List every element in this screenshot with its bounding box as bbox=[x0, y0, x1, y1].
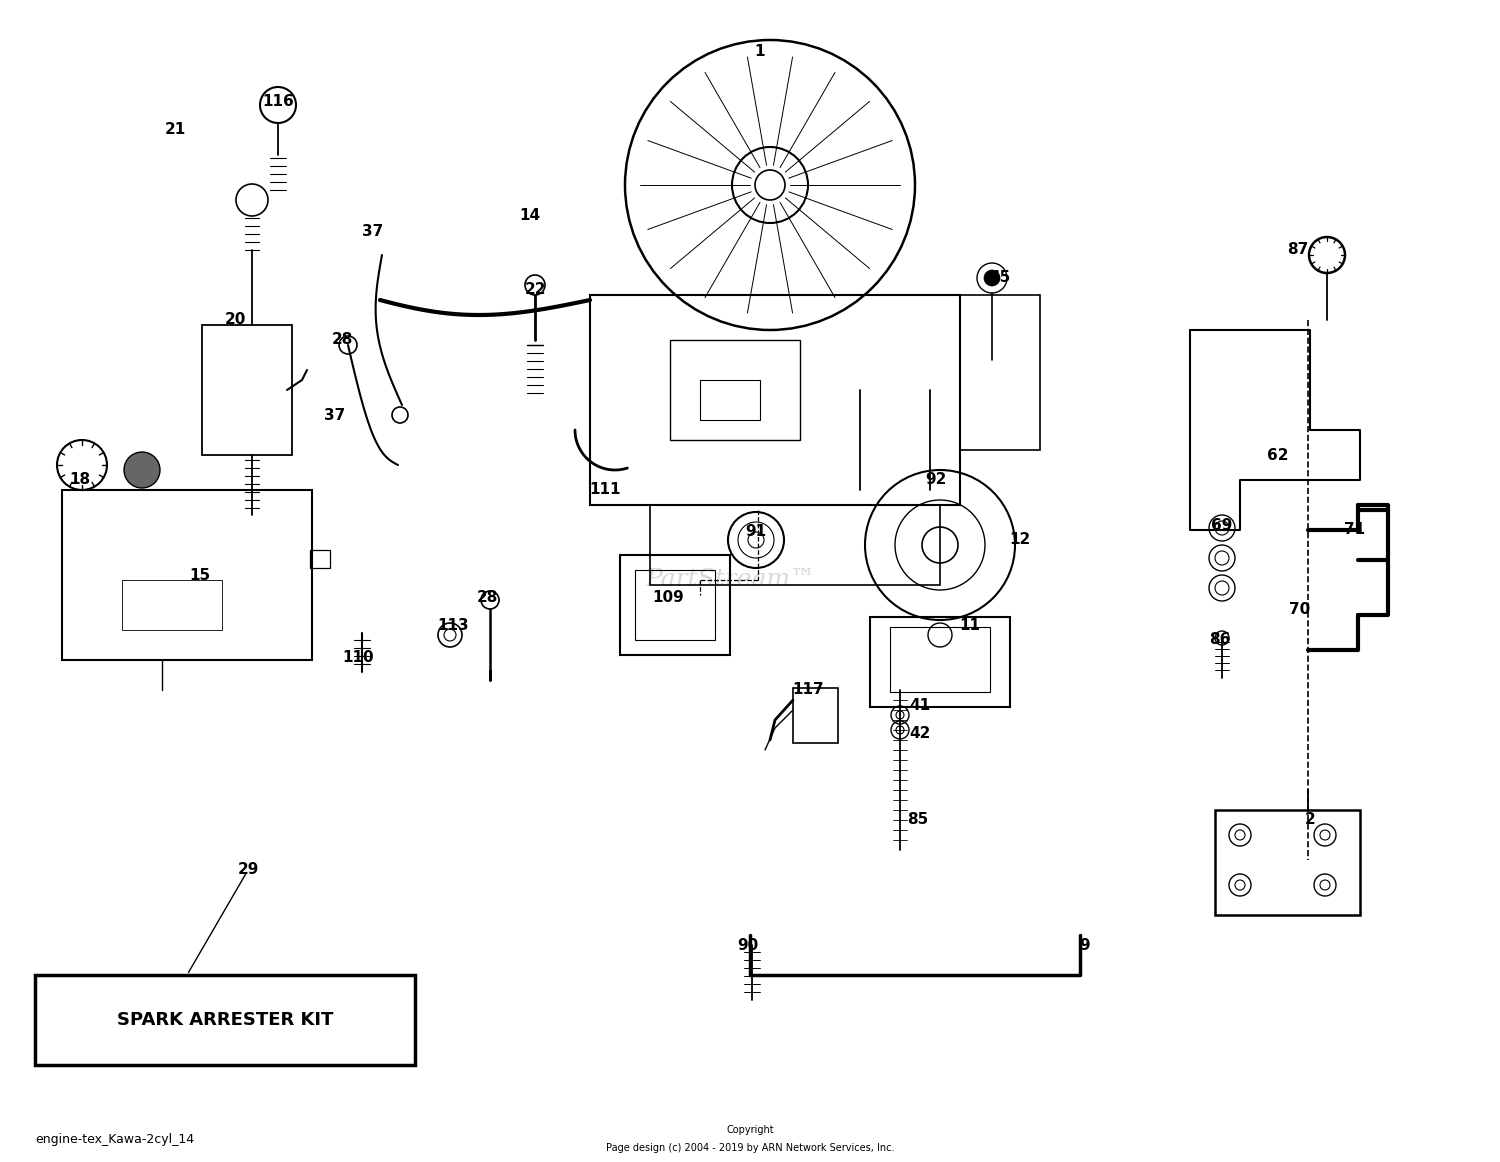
Text: Page design (c) 2004 - 2019 by ARN Network Services, Inc.: Page design (c) 2004 - 2019 by ARN Netwo… bbox=[606, 1143, 894, 1153]
Text: 22: 22 bbox=[525, 282, 546, 297]
Text: 62: 62 bbox=[1268, 447, 1288, 462]
Bar bbox=[1215, 810, 1360, 914]
Text: Copyright: Copyright bbox=[726, 1125, 774, 1135]
Text: 111: 111 bbox=[590, 482, 621, 497]
Text: 87: 87 bbox=[1287, 243, 1308, 258]
Text: 70: 70 bbox=[1290, 603, 1311, 617]
Text: 92: 92 bbox=[926, 473, 946, 488]
Circle shape bbox=[124, 452, 160, 488]
Text: 2: 2 bbox=[1305, 812, 1316, 827]
Text: 113: 113 bbox=[436, 617, 470, 632]
Circle shape bbox=[984, 270, 1000, 286]
Text: 116: 116 bbox=[262, 94, 294, 109]
Bar bbox=[590, 295, 960, 505]
Bar bbox=[62, 490, 312, 660]
Text: 1: 1 bbox=[754, 44, 765, 59]
Bar bbox=[700, 380, 760, 419]
Bar bbox=[670, 340, 800, 440]
Text: 41: 41 bbox=[909, 698, 930, 713]
Bar bbox=[34, 975, 416, 1066]
Bar bbox=[620, 555, 730, 655]
Bar bbox=[794, 688, 838, 743]
Text: 14: 14 bbox=[519, 208, 540, 222]
Text: 11: 11 bbox=[960, 617, 981, 632]
Text: 29: 29 bbox=[237, 862, 258, 877]
Bar bbox=[310, 550, 330, 568]
Bar bbox=[650, 505, 940, 584]
Text: 85: 85 bbox=[908, 812, 928, 827]
Text: 117: 117 bbox=[792, 682, 824, 697]
Text: 91: 91 bbox=[746, 524, 766, 539]
Text: 45: 45 bbox=[990, 271, 1011, 286]
Text: 69: 69 bbox=[1212, 517, 1233, 532]
Bar bbox=[960, 295, 1040, 450]
Text: 20: 20 bbox=[225, 313, 246, 328]
Text: 9: 9 bbox=[1080, 938, 1090, 953]
Text: 15: 15 bbox=[189, 567, 210, 582]
Text: PartStream™: PartStream™ bbox=[645, 568, 814, 591]
Bar bbox=[870, 617, 1010, 706]
Bar bbox=[122, 580, 222, 630]
Bar bbox=[890, 627, 990, 693]
Text: 18: 18 bbox=[69, 473, 90, 488]
Bar bbox=[634, 571, 716, 640]
Bar bbox=[202, 325, 292, 456]
Text: 28: 28 bbox=[332, 332, 352, 347]
Text: 86: 86 bbox=[1209, 632, 1230, 647]
Text: 12: 12 bbox=[1010, 532, 1031, 547]
Text: SPARK ARRESTER KIT: SPARK ARRESTER KIT bbox=[117, 1011, 333, 1030]
Text: 90: 90 bbox=[738, 938, 759, 953]
Text: 21: 21 bbox=[165, 122, 186, 137]
Text: 28: 28 bbox=[477, 590, 498, 605]
Text: 37: 37 bbox=[324, 408, 345, 423]
Text: 37: 37 bbox=[363, 224, 384, 239]
Text: 42: 42 bbox=[909, 725, 930, 740]
Text: 109: 109 bbox=[652, 590, 684, 605]
Text: 110: 110 bbox=[342, 651, 374, 666]
Text: 71: 71 bbox=[1344, 523, 1365, 538]
Polygon shape bbox=[1190, 330, 1360, 530]
Text: engine-tex_Kawa-2cyl_14: engine-tex_Kawa-2cyl_14 bbox=[34, 1133, 194, 1147]
